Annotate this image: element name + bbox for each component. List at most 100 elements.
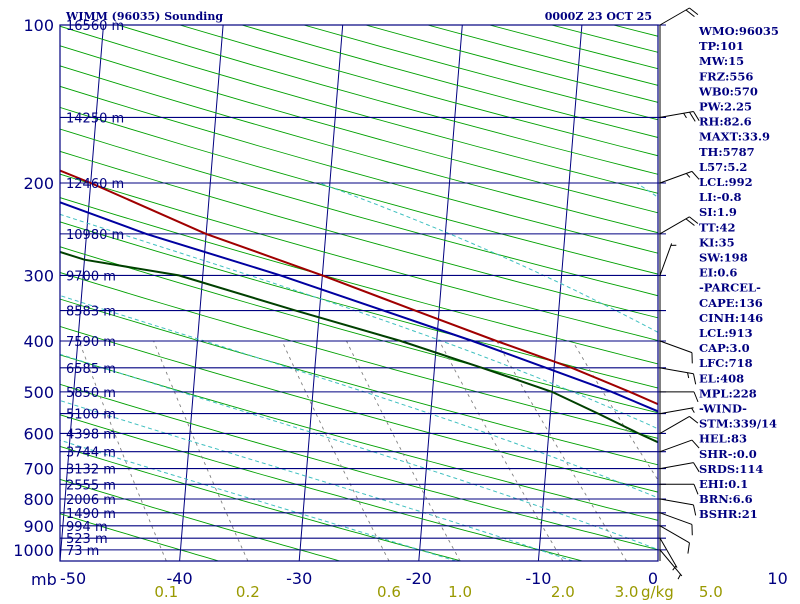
height-label: 10980 m [66,228,124,243]
index-entry: SI:1.9 [699,205,737,219]
wind-barb [660,484,698,494]
dry-adiabat [0,25,800,561]
dry-adiabat [0,25,800,561]
dry-adiabat [0,25,800,561]
mixing-ratio-label: 0.2 [236,583,260,600]
index-entry: WB0:570 [698,84,758,98]
wind-barb [660,368,696,384]
mixing-ratio-label: 0.1 [154,583,178,600]
index-entry: HEL:83 [699,432,747,446]
index-entry: MPL:228 [699,386,757,400]
index-entry: STM:339/14 [699,417,777,431]
index-entry: CAP:3.0 [699,341,750,355]
height-label: 9700 m [66,269,116,284]
index-entry: EL:408 [699,371,744,385]
pressure-label: 200 [23,174,54,193]
wind-barb [660,243,676,275]
wind-barb [660,463,699,472]
wind-barb [660,513,692,535]
isotherm [180,25,224,561]
index-entry: KI:35 [699,235,735,249]
index-entry: CINH:146 [699,311,763,325]
index-entry: SHR-:0.0 [699,447,757,461]
index-entry: -PARCEL- [699,281,761,295]
wind-barb [660,217,698,234]
height-label: 3744 m [66,446,116,461]
pressure-label: 900 [23,517,54,536]
mixing-ratio-label: 1.0 [448,583,472,600]
height-label: 4398 m [66,427,116,442]
pressure-label: 400 [23,332,54,351]
temperature-line [0,25,800,550]
dry-adiabat [0,25,800,561]
dry-adiabat [0,25,800,561]
wind-barb [660,440,699,452]
mixing-ratio-label: 0.6 [377,583,401,600]
mixing-ratio-line [347,341,461,561]
mixing-ratio-line [573,341,711,561]
temp-tick-label: 10 [767,569,787,588]
index-entry: TP:101 [699,39,744,53]
index-entry: WMO:96035 [698,24,779,38]
index-entry: MW:15 [699,54,744,68]
index-entry: SRDS:114 [699,462,763,476]
index-entry: LCL:913 [699,326,753,340]
title-left: WIMM (96035) Sounding [65,10,223,23]
height-label: 2555 m [66,478,116,493]
dry-adiabat [0,25,800,561]
dry-adiabat [0,25,800,561]
wind-barb [660,341,692,363]
wind-barb [660,8,698,25]
pressure-label: 100 [23,16,54,35]
height-label: 5850 m [66,386,116,401]
index-entry: EI:0.6 [699,266,737,280]
dry-adiabat [0,25,800,561]
wind-barb [660,171,699,183]
wind-barbs [660,8,699,579]
mixing-ratio-label: 2.0 [551,583,575,600]
isotherm [299,25,343,561]
index-entry: PW:2.25 [699,100,752,114]
mixing-ratio-label: 5.0 [699,583,723,600]
index-entry: LI:-0.8 [699,190,742,204]
dry-adiabat [0,25,800,561]
wind-barb [660,550,682,579]
mixing-ratio-line [154,341,248,561]
height-label: 5100 m [66,408,116,423]
x-unit-label: mb [31,570,57,589]
dry-adiabat [0,25,800,561]
wind-barb [660,416,698,433]
height-label: 8583 m [66,305,116,320]
index-entry: LCL:992 [699,175,753,189]
dry-adiabat [56,25,800,561]
index-entry: CAPE:136 [699,296,763,310]
title-right: 0000Z 23 OCT 25 [545,10,652,23]
index-entry: -WIND- [699,402,747,416]
isotherm [778,25,800,561]
height-label: 3132 m [66,463,116,478]
index-entry: BRN:6.6 [699,492,753,506]
index-entry: EHI:0.1 [699,477,748,491]
isotherm [658,25,702,561]
dry-adiabat [0,25,800,561]
index-entry: LFC:718 [699,356,753,370]
index-entry: TH:5787 [699,145,755,159]
wind-barb [660,408,694,414]
temp-tick-label: -20 [406,569,432,588]
pressure-label: 1000 [13,541,54,560]
mixing-ratio-label: 3.0 [615,583,639,600]
dewpoint-line [0,25,800,550]
dry-adiabat [0,25,340,561]
height-label: 2006 m [66,493,116,508]
pressure-label: 500 [23,383,54,402]
index-entry: FRZ:556 [699,69,753,83]
dry-adiabat [552,25,800,561]
index-entry: TT:42 [699,220,736,234]
height-label: 73 m [66,544,99,559]
profile-lines [0,25,800,550]
wind-barb [660,392,698,402]
index-entry: SW:198 [699,251,748,265]
plot-frame [60,25,658,561]
pressure-label: 700 [23,460,54,479]
